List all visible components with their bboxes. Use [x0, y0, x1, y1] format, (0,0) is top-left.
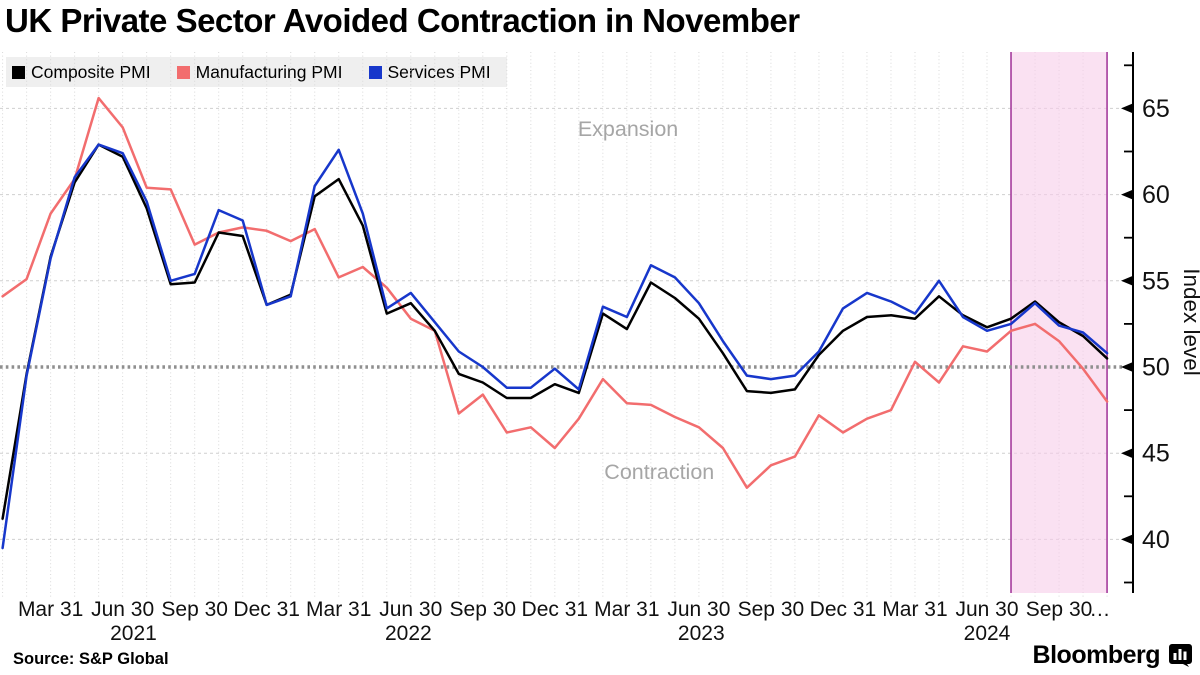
legend-item-manufacturing: Manufacturing PMI	[176, 61, 343, 83]
x-tick-label: …	[1089, 598, 1110, 621]
x-tick-label: Dec 31	[810, 598, 877, 621]
series-line-manufacturing-pmi	[1, 96, 1109, 489]
x-tick-label: Jun 30	[91, 598, 154, 621]
series-line-composite-pmi	[1, 143, 1109, 520]
bloomberg-wordmark: Bloomberg	[1032, 641, 1161, 669]
x-tick-label: Jun 30	[955, 598, 1018, 621]
y-major-tick	[1121, 362, 1133, 372]
x-year-label: 2022	[385, 622, 432, 645]
legend-item-composite: Composite PMI	[12, 62, 151, 83]
y-tick-label: 50	[1142, 354, 1170, 382]
x-tick-label: Sep 30	[161, 598, 228, 621]
x-year-label: 2023	[678, 622, 725, 645]
x-tick-label: Jun 30	[379, 598, 442, 621]
y-major-tick	[1121, 534, 1133, 545]
y-tick-label: 55	[1142, 267, 1170, 295]
x-tick-label: Mar 31	[594, 598, 659, 621]
x-tick-label: Dec 31	[233, 598, 300, 621]
y-major-tick	[1121, 448, 1133, 459]
zone-annotation: Expansion	[578, 117, 678, 141]
source-note: Source: S&P Global	[13, 650, 169, 668]
y-axis-title: Index level	[1179, 268, 1200, 376]
x-tick-label: Mar 31	[882, 598, 947, 621]
brand-logo: Bloomberg	[1033, 641, 1192, 670]
chart-legend: Composite PMI Manufacturing PMI Services…	[6, 57, 507, 87]
x-year-label: 2024	[964, 622, 1011, 645]
x-year-label: 2021	[110, 622, 157, 645]
y-tick-label: 45	[1142, 440, 1170, 468]
y-major-tick	[1121, 103, 1133, 114]
y-major-tick	[1121, 189, 1133, 200]
manufacturing-swatch-icon	[176, 65, 190, 79]
x-tick-label: Sep 30	[738, 598, 805, 621]
y-tick-label: 65	[1142, 95, 1170, 123]
x-tick-label: Mar 31	[306, 598, 371, 621]
x-tick-label: Mar 31	[18, 598, 83, 621]
legend-label: Composite PMI	[31, 61, 151, 82]
legend-item-services: Services PMI	[368, 61, 491, 83]
legend-label: Manufacturing PMI	[195, 61, 343, 82]
x-tick-label: Jun 30	[667, 598, 730, 621]
composite-swatch-icon	[12, 65, 25, 79]
series-line-services-pmi	[1, 143, 1109, 550]
y-major-tick	[1121, 275, 1133, 286]
legend-label: Services PMI	[387, 61, 491, 82]
page-title: UK Private Sector Avoided Contraction in…	[5, 2, 800, 39]
x-tick-label: Sep 30	[450, 598, 517, 621]
x-tick-label: Sep 30	[1026, 598, 1093, 621]
y-tick-label: 60	[1142, 181, 1170, 209]
y-tick-label: 40	[1142, 526, 1170, 554]
zone-annotation: Contraction	[604, 460, 714, 484]
x-tick-label: Dec 31	[522, 598, 589, 621]
bloomberg-chart-icon	[1169, 644, 1192, 667]
services-swatch-icon	[368, 65, 382, 79]
